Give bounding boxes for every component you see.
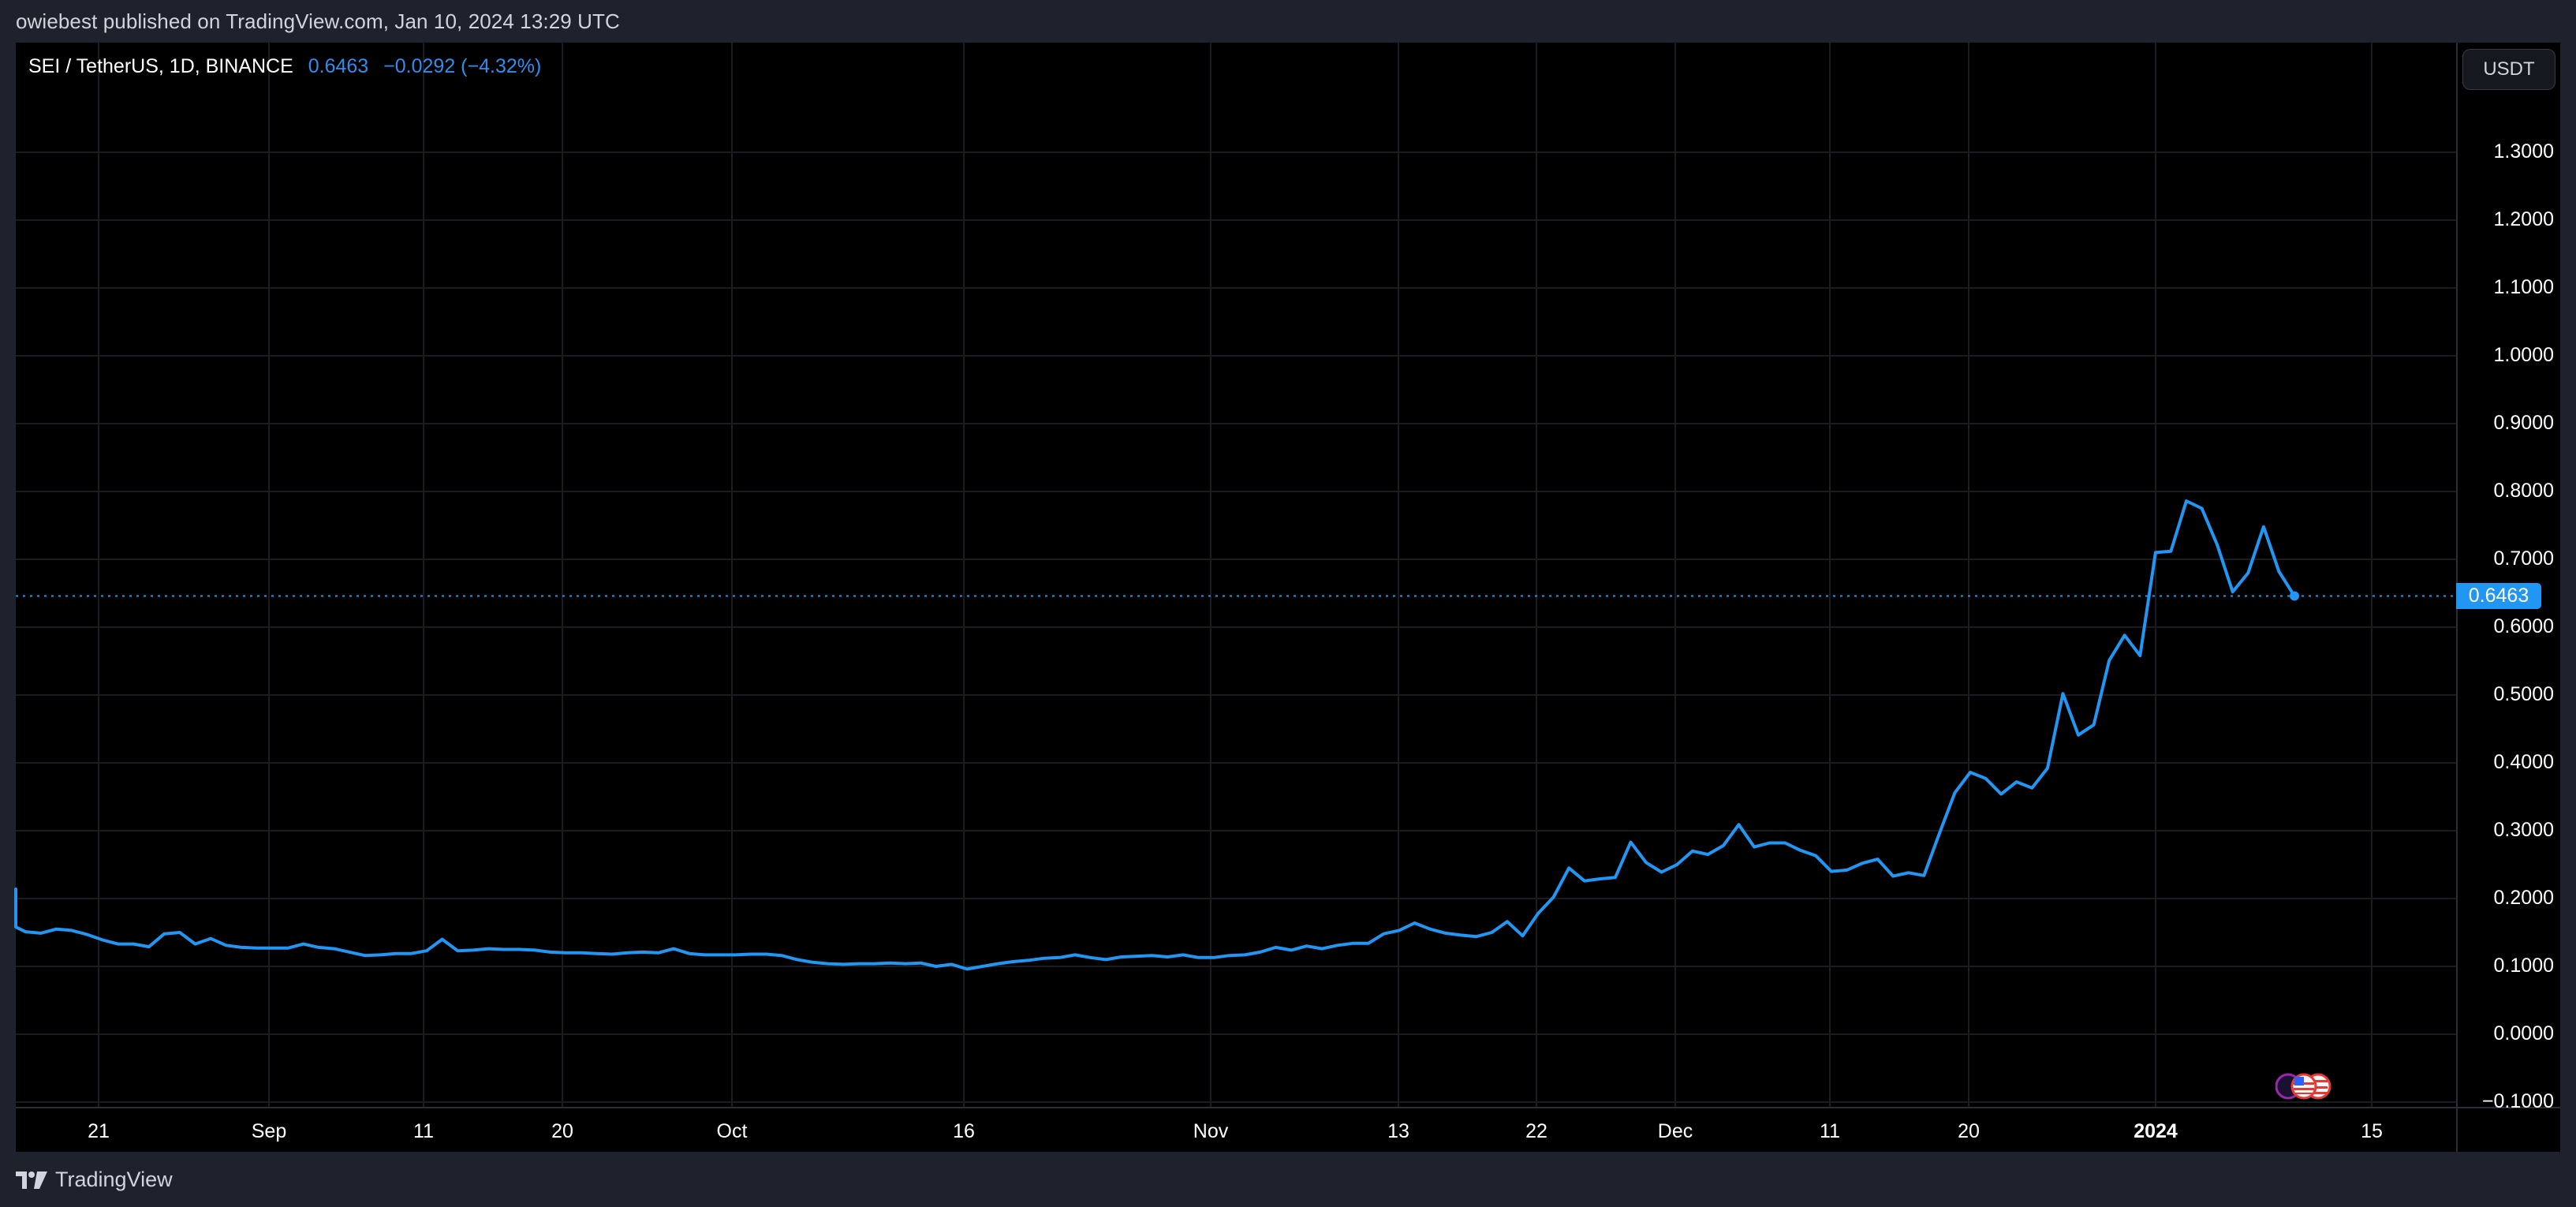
time-tick-label: 22: [1525, 1120, 1547, 1142]
price-tick-label: 0.1000: [2493, 955, 2554, 977]
price-tick-label: 0.8000: [2493, 480, 2554, 502]
price-tick-label: 0.2000: [2493, 887, 2554, 909]
time-tick-label: 13: [1387, 1120, 1409, 1142]
time-tick-label: 2024: [2134, 1120, 2178, 1142]
price-tick-label: 1.1000: [2493, 276, 2554, 298]
time-tick-label: 20: [551, 1120, 573, 1142]
price-tick-label: 0.5000: [2493, 683, 2554, 705]
price-tick-label: 0.6000: [2493, 615, 2554, 637]
price-tick-label: 0.4000: [2493, 751, 2554, 773]
currency-button[interactable]: USDT: [2462, 49, 2555, 90]
grid-lines: [16, 43, 2457, 1108]
symbol-title: SEI / TetherUS, 1D, BINANCE: [28, 55, 293, 77]
economic-events-icon[interactable]: [2275, 1071, 2339, 1102]
time-tick-label: 11: [413, 1120, 434, 1142]
time-tick-label: 11: [1820, 1120, 1840, 1142]
last-price-dot: [2290, 591, 2299, 601]
price-line: [14, 499, 2296, 971]
time-tick-label: 21: [88, 1120, 110, 1142]
time-tick-label: 15: [2361, 1120, 2383, 1142]
last-price-tag: 0.6463: [2456, 583, 2541, 609]
time-tick-label: 20: [1958, 1120, 1980, 1142]
price-tick-label: 0.9000: [2493, 412, 2554, 434]
time-tick-label: 16: [953, 1120, 975, 1142]
last-value: 0.6463: [308, 55, 369, 77]
price-tick-label: 1.3000: [2493, 140, 2554, 163]
price-tick-label: 0.3000: [2493, 819, 2554, 841]
time-tick-label: Oct: [716, 1120, 748, 1142]
time-tick-label: Dec: [1657, 1120, 1693, 1142]
price-tick-label: 0.7000: [2493, 547, 2554, 570]
footer: TradingView: [16, 1168, 173, 1192]
price-tick-label: 1.0000: [2493, 344, 2554, 366]
price-change: −0.0292 (−4.32%): [383, 55, 542, 77]
brand-name: TradingView: [55, 1168, 173, 1191]
time-tick-label: Sep: [251, 1120, 287, 1142]
price-tick-label: −0.1000: [2481, 1090, 2554, 1112]
price-tick-label: 1.2000: [2493, 208, 2554, 230]
publish-info: owiebest published on TradingView.com, J…: [16, 9, 620, 33]
symbol-legend[interactable]: SEI / TetherUS, 1D, BINANCE 0.6463 −0.02…: [28, 55, 541, 78]
tradingview-logo-icon: [16, 1171, 47, 1189]
time-tick-label: Nov: [1193, 1120, 1229, 1142]
price-tick-label: 0.0000: [2493, 1022, 2554, 1044]
